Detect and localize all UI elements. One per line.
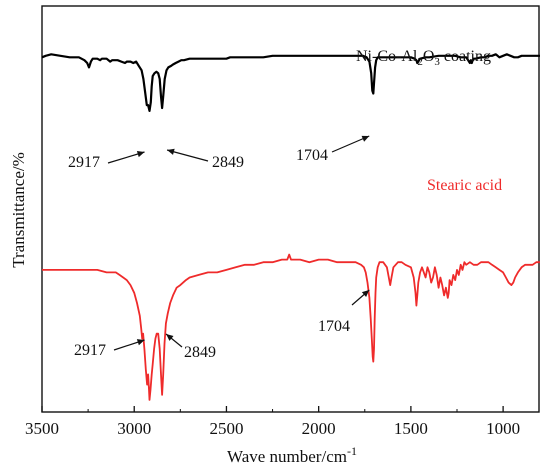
series-label-part: coating xyxy=(440,48,491,65)
peak-annotation-label: 1704 xyxy=(318,318,350,335)
annotation-arrow-head xyxy=(166,334,174,341)
x-tick-label: 2000 xyxy=(302,419,336,438)
x-axis-title: Wave number/cm-1 xyxy=(227,444,357,466)
series-label-part: Ni-Co-Al xyxy=(356,48,418,65)
x-axis-title-text: Wave number/cm xyxy=(227,447,347,466)
annotation-arrow-line xyxy=(166,149,209,162)
annotation-arrow-head xyxy=(361,290,370,298)
peak-annotation-label: 2917 xyxy=(74,342,106,359)
x-tick-label: 3500 xyxy=(25,419,59,438)
x-axis-ticks: 3500 3000 2500 2000 1500 1000 xyxy=(25,406,520,438)
annotation-arrow-head xyxy=(136,150,145,158)
series-label-subscript: 3 xyxy=(434,56,440,68)
series-layer xyxy=(41,53,540,401)
peak-annotation-label: 2849 xyxy=(212,154,244,171)
x-tick-label: 2500 xyxy=(209,419,243,438)
plot-border xyxy=(41,5,540,413)
series-label-part: O xyxy=(423,48,435,65)
peak-annotation-label: 2917 xyxy=(68,154,100,171)
series-line-ni-co-coating xyxy=(41,53,540,113)
series-label-stearic-acid: Stearic acid xyxy=(427,177,502,194)
y-axis-title: Transmittance/% xyxy=(9,152,28,268)
x-axis-title-superscript: -1 xyxy=(347,444,357,458)
x-tick-label: 1500 xyxy=(394,419,428,438)
peak-annotation-label: 2849 xyxy=(184,344,216,361)
series-line-stearic-acid xyxy=(42,253,540,401)
series-label-ni-co-coating: Ni-Co-Al2O3 coating xyxy=(356,48,491,68)
x-tick-label: 1000 xyxy=(486,419,520,438)
annotation-arrow-head xyxy=(167,148,175,155)
series-label-subscript: 2 xyxy=(417,56,423,68)
peak-annotation-label: 1704 xyxy=(296,147,328,164)
annotation-layer: 2917 2849 1704 2917 2849 1704 xyxy=(68,135,370,361)
x-tick-label: 3000 xyxy=(117,419,151,438)
annotation-arrow-head xyxy=(136,339,145,346)
annotation-arrow-head xyxy=(361,135,370,142)
plot-area xyxy=(41,5,540,413)
